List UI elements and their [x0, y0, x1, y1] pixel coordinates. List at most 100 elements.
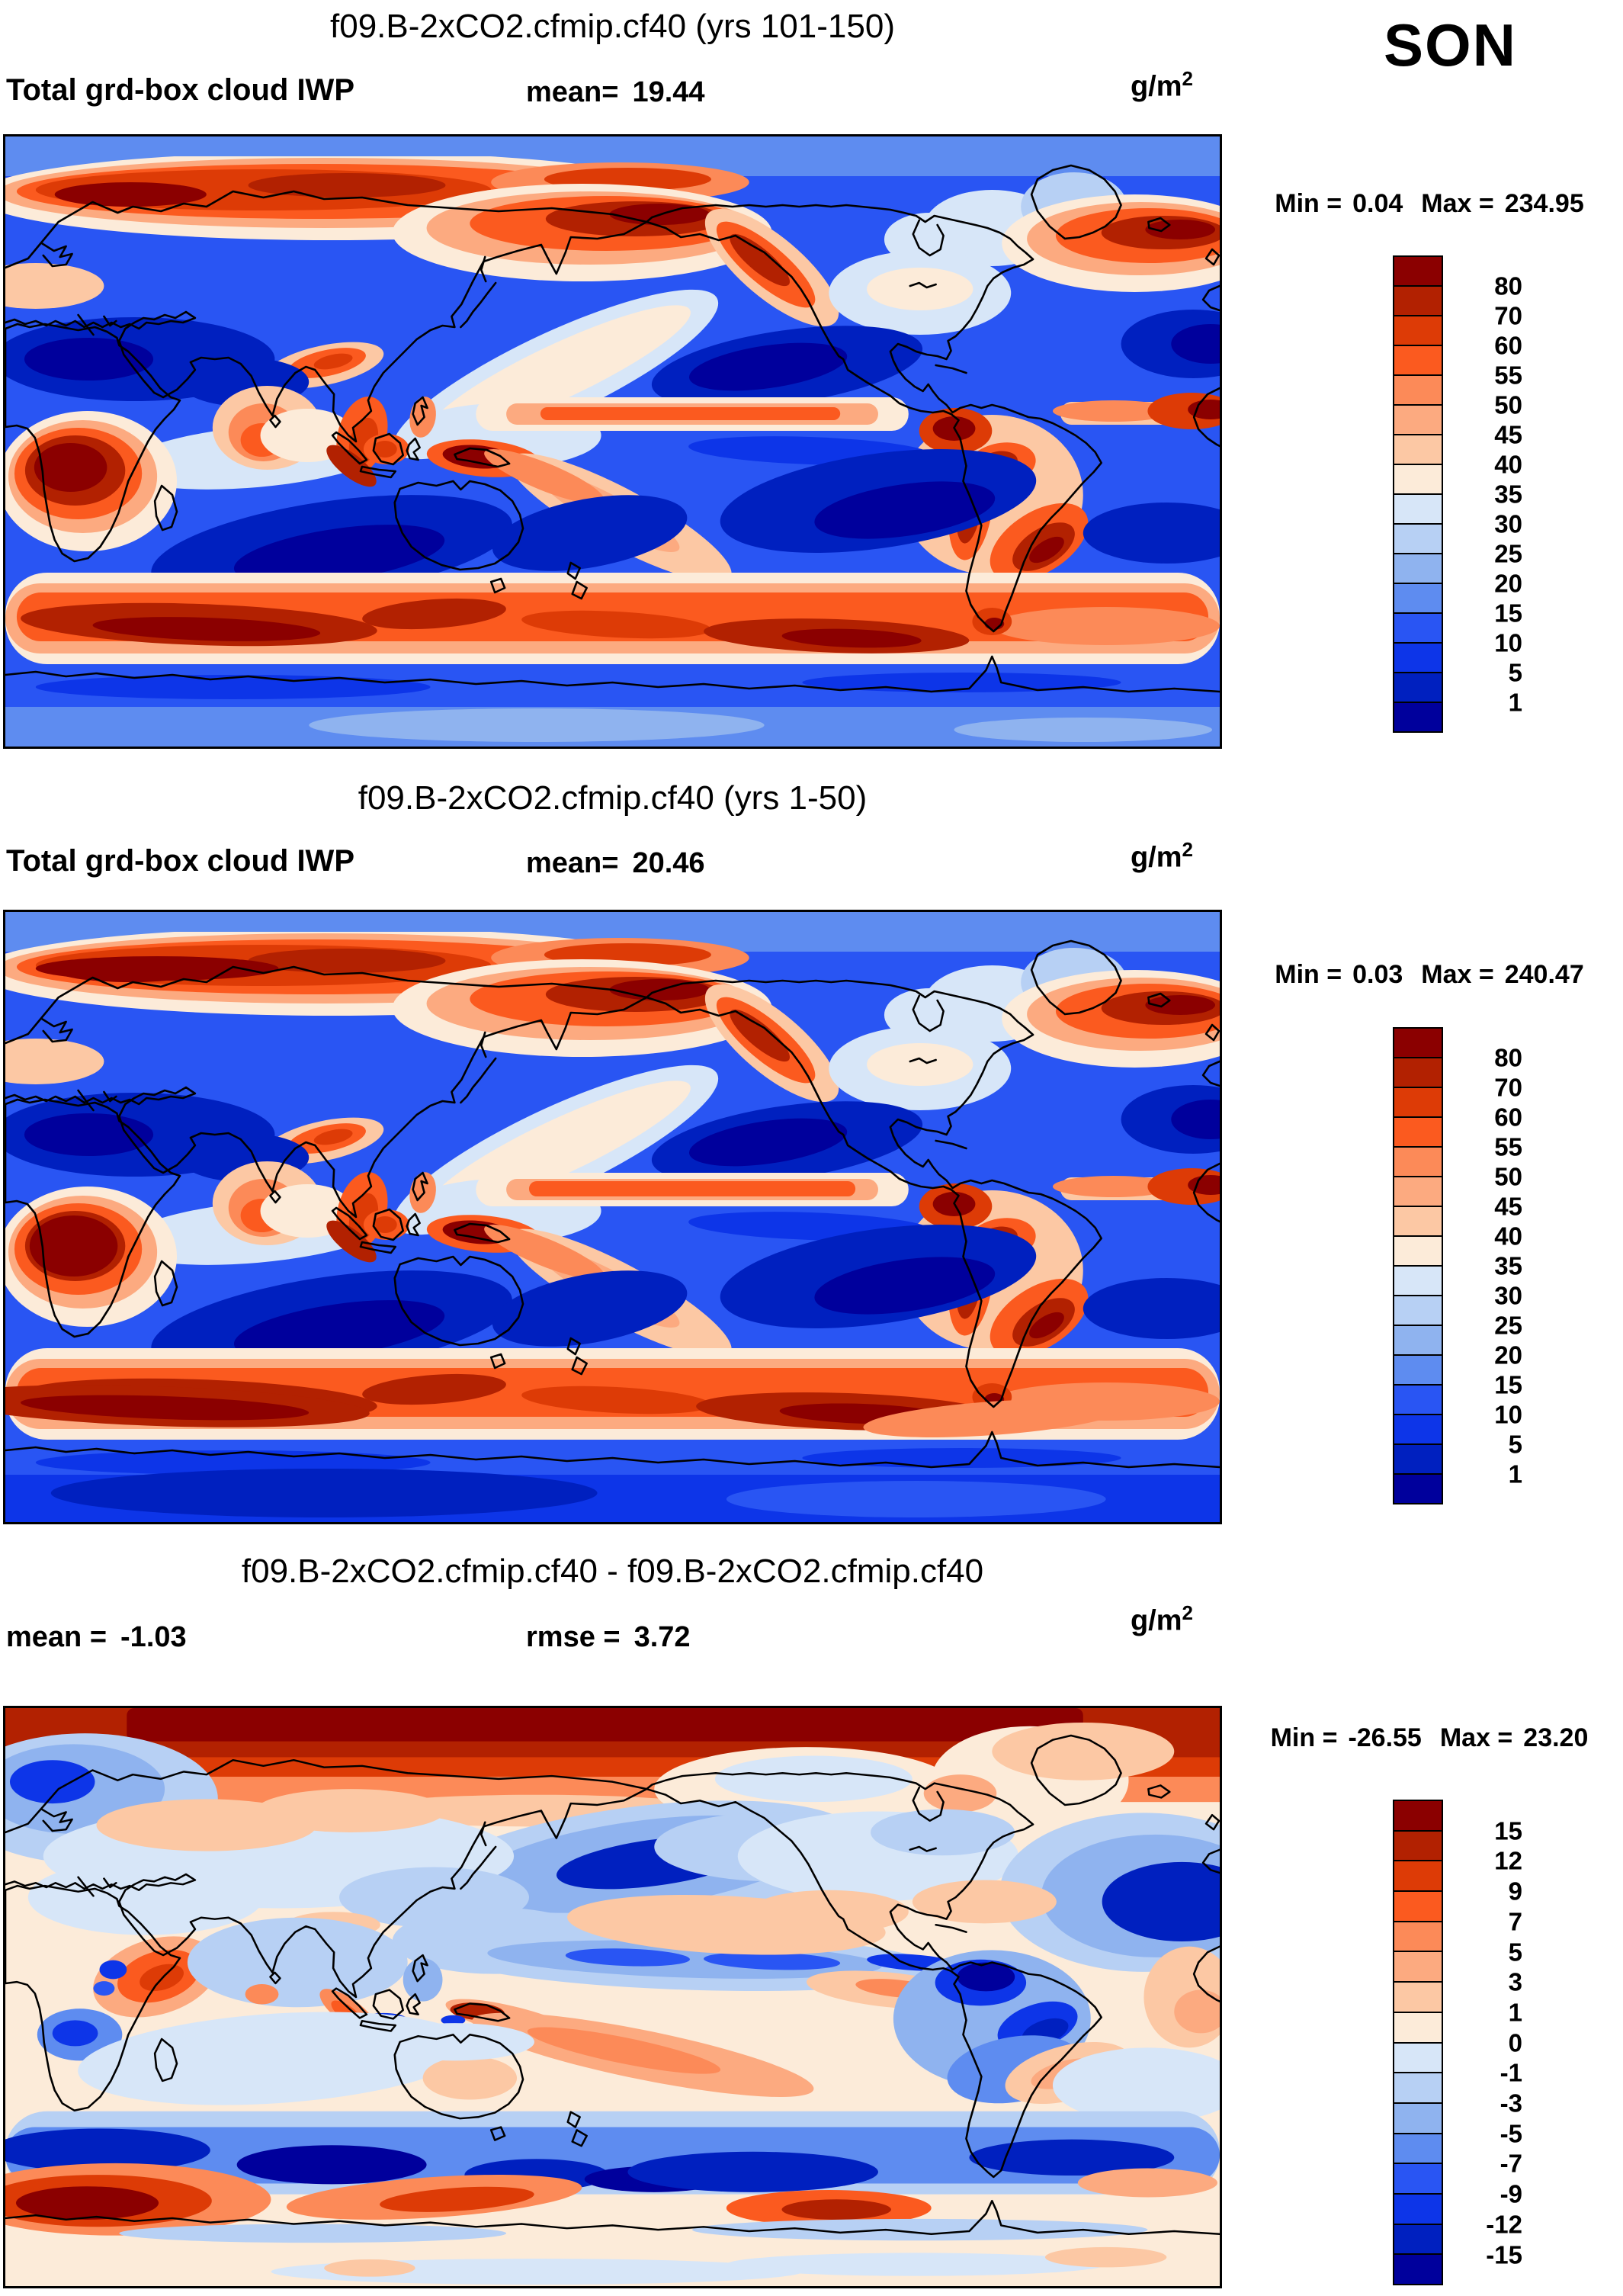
coastline: [935, 1139, 967, 1150]
colorbar-tick-label: 5: [1508, 1430, 1522, 1459]
coastline: [406, 1993, 421, 2015]
coastline: [331, 1987, 368, 2019]
panel-3-difference-map: [3, 1706, 1222, 2288]
colorbar-cell: [1393, 1473, 1443, 1504]
colorbar-tick-label: 5: [1508, 1938, 1522, 1966]
coastline: [460, 281, 497, 329]
min-label: Min =: [1270, 1723, 1338, 1752]
coastline: [5, 2199, 1220, 2236]
panel-1-title: f09.B-2xCO2.cfmip.cf40 (yrs 101-150): [330, 8, 895, 45]
colorbar-tick-label: 40: [1494, 1222, 1522, 1251]
coastline: [269, 1190, 281, 1204]
coastline: [359, 1241, 397, 1254]
coastline: [1201, 1060, 1220, 1087]
colorbar-cell: [1393, 2102, 1443, 2134]
coastline: [5, 1431, 1220, 1469]
colorbar-cell: [1393, 1265, 1443, 1296]
colorbar-cell: [1393, 553, 1443, 584]
coastline: [1201, 284, 1220, 312]
colorbar-tick-label: 60: [1494, 331, 1522, 360]
coastline: [460, 1057, 497, 1104]
colorbar-cell: [1393, 1027, 1443, 1058]
mean-value: 19.44: [632, 76, 705, 108]
colorbar-tick-label: 60: [1494, 1103, 1522, 1132]
colorbar-cell: [1393, 2192, 1443, 2225]
min-label: Min =: [1275, 189, 1342, 218]
panel-1-units: g/m2: [1022, 67, 1193, 104]
colorbar-tick-label: 55: [1494, 1132, 1522, 1161]
coastline: [77, 313, 95, 336]
coastline: [646, 1772, 1102, 2179]
colorbar-tick-label: 5: [1508, 658, 1522, 687]
colorbar-tick-label: -7: [1500, 2149, 1522, 2178]
max-value: 23.20: [1523, 1723, 1589, 1752]
units-base: g/m: [1130, 70, 1182, 103]
coastline: [393, 1255, 524, 1347]
colorbar-cell: [1393, 1414, 1443, 1445]
colorbar-cell: [1393, 285, 1443, 316]
colorbar-tick-label: 30: [1494, 509, 1522, 538]
coastline: [40, 1808, 73, 1832]
colorbar-cell: [1393, 2041, 1443, 2074]
colorbar-cell: [1393, 2163, 1443, 2195]
panel-3-colorbar: 15 12 9 7 5 3 1 0 -1 -3 -5 -7 -9 -12 -15: [1393, 1800, 1522, 2285]
colorbar-cell: [1393, 1295, 1443, 1326]
panel-2-mean: mean= 20.46: [526, 847, 705, 880]
coastline: [935, 1924, 967, 1933]
colorbar-tick-label: 0: [1508, 2028, 1522, 2057]
coastline: [393, 2034, 524, 2120]
colorbar-cell: [1393, 1920, 1443, 1953]
coastline: [480, 1031, 487, 1058]
panel-3-title: f09.B-2xCO2.cfmip.cf40 - f09.B-2xCO2.cfm…: [241, 1553, 984, 1590]
colorbar-tick-label: 1: [1508, 1998, 1522, 2027]
colorbar-tick-label: 50: [1494, 1162, 1522, 1191]
coastline: [406, 1212, 421, 1237]
coastline: [571, 1356, 588, 1376]
coastline: [571, 580, 588, 600]
coastline: [912, 1786, 945, 1822]
panel-3-minmax: Min = -26.55 Max = 23.20: [1241, 1723, 1618, 1753]
colorbar-tick-label: 50: [1494, 390, 1522, 419]
colorbar-tick-label: -3: [1500, 2089, 1522, 2118]
colorbar-tick-label: 9: [1508, 1877, 1522, 1906]
panel-1-colorbar: 80 70 60 55 50 45 40 35 30 25 20 15 10 5 1: [1393, 255, 1522, 733]
coastline: [1204, 1023, 1220, 1042]
coastline: [909, 1057, 937, 1065]
coastline: [454, 1222, 511, 1244]
world-contour-map-1: [5, 136, 1220, 747]
world-contour-map-3: [5, 1708, 1220, 2286]
coastline: [372, 1208, 405, 1241]
colorbar-tick-label: -9: [1500, 2179, 1522, 2208]
colorbar-tick-label: 70: [1494, 301, 1522, 330]
units-exponent: 2: [1182, 67, 1193, 90]
coastline: [460, 1845, 497, 1890]
colorbar-tick-label: 35: [1494, 480, 1522, 509]
coastline: [1204, 248, 1220, 266]
max-value: 240.47: [1504, 960, 1584, 989]
colorbar-cell: [1393, 1829, 1443, 1862]
coastline: [5, 655, 1220, 693]
coastline: [480, 1821, 487, 1847]
coastline: [912, 994, 945, 1032]
coastline: [5, 1098, 181, 1338]
colorbar-tick-label: 10: [1494, 628, 1522, 657]
units-exponent: 2: [1182, 838, 1193, 861]
coastline: [372, 432, 405, 466]
colorbar-cell: [1393, 1325, 1443, 1356]
colorbar-tick-label: 45: [1494, 420, 1522, 449]
coastline: [331, 1206, 368, 1241]
colorbar-cell: [1393, 583, 1443, 614]
colorbar-cell: [1393, 2253, 1443, 2285]
coastline: [566, 561, 581, 580]
max-label: Max =: [1439, 1723, 1513, 1752]
max-label: Max =: [1421, 960, 1494, 989]
panel-2-title: f09.B-2xCO2.cfmip.cf40 (yrs 1-50): [358, 779, 868, 817]
colorbar-cell: [1393, 1146, 1443, 1177]
coastline: [1204, 1813, 1220, 1831]
colorbar-cell: [1393, 345, 1443, 376]
coastline: [912, 219, 945, 257]
colorbar-cell: [1393, 523, 1443, 554]
mean-value: 20.46: [632, 847, 705, 879]
coastline: [40, 242, 73, 268]
coastline: [480, 255, 487, 283]
